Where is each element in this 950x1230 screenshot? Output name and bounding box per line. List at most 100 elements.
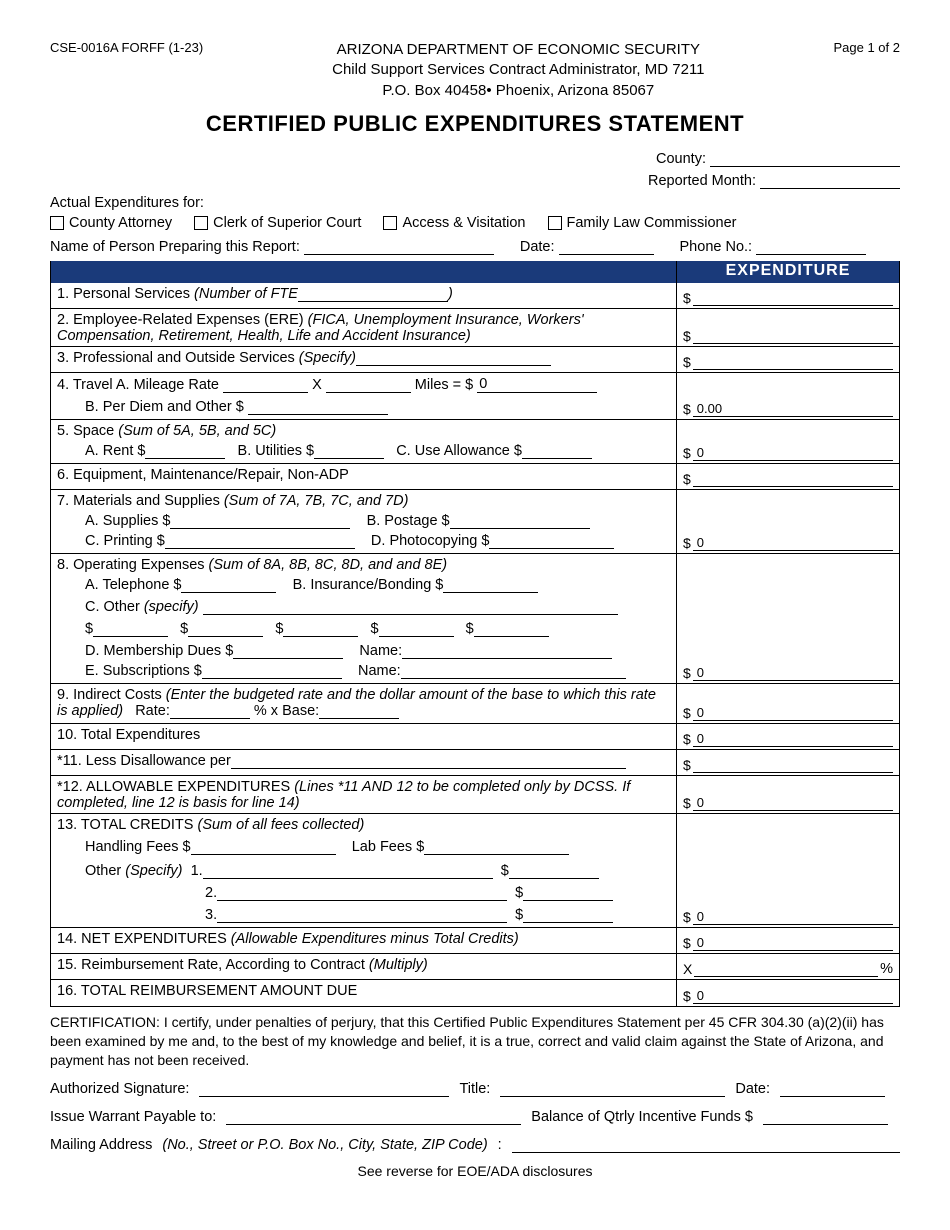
row8c-amt2[interactable] (188, 636, 263, 637)
row15-italic: (Multiply) (369, 957, 428, 973)
row5b-input[interactable] (314, 458, 384, 459)
row11-input[interactable] (231, 768, 626, 769)
row12-label: *12. ALLOWABLE EXPENDITURES (57, 779, 294, 795)
row7c-input[interactable] (165, 548, 355, 549)
row8c-amt4[interactable] (379, 636, 454, 637)
dollar-sign: $ (683, 757, 691, 773)
row8e-input[interactable] (202, 678, 342, 679)
date-input[interactable] (559, 239, 654, 255)
page-title: CERTIFIED PUBLIC EXPENDITURES STATEMENT (50, 111, 900, 137)
row13-handling-input[interactable] (191, 854, 336, 855)
phone-label: Phone No.: (680, 239, 753, 255)
row8b: B. Insurance/Bonding $ (293, 577, 444, 593)
row8e-name: Name: (358, 663, 401, 679)
row13-other3-desc[interactable] (217, 922, 507, 923)
row15-prefix: X (683, 961, 692, 977)
sig-input[interactable] (199, 1081, 449, 1097)
row8c: C. Other (85, 599, 144, 615)
row3-amount[interactable] (693, 355, 893, 370)
row8c-amt3[interactable] (283, 636, 358, 637)
row13-n1: 1. (191, 863, 203, 879)
row6-label: 6. Equipment, Maintenance/Repair, Non-AD… (57, 467, 349, 483)
row8a-input[interactable] (181, 592, 276, 593)
row1-amount[interactable] (693, 291, 893, 306)
row6-amount[interactable] (693, 472, 893, 487)
county-input[interactable] (710, 151, 900, 167)
row8d-input[interactable] (233, 658, 343, 659)
dollar-sign: $ (683, 401, 691, 417)
row8b-input[interactable] (443, 592, 538, 593)
certification-text: CERTIFICATION: I certify, under penaltie… (50, 1013, 900, 1070)
warrant-label: Issue Warrant Payable to: (50, 1109, 216, 1125)
cb-label-family: Family Law Commissioner (567, 215, 737, 231)
title-input[interactable] (500, 1081, 725, 1097)
row5a-input[interactable] (145, 458, 225, 459)
checkbox-county-attorney[interactable] (50, 216, 64, 230)
actual-exp-label: Actual Expenditures for: (50, 195, 900, 211)
row7-amount: 0 (693, 535, 893, 551)
row13-other: Other (85, 863, 125, 879)
row9-base-input[interactable] (319, 718, 399, 719)
dept-line3: P.O. Box 40458• Phoenix, Arizona 85067 (332, 81, 704, 101)
row9-rate-input[interactable] (170, 718, 250, 719)
page-number: Page 1 of 2 (833, 40, 900, 55)
row3-label: 3. Professional and Outside Services (57, 350, 299, 366)
checkbox-clerk[interactable] (194, 216, 208, 230)
reported-month-input[interactable] (760, 173, 900, 189)
row8d-name-input[interactable] (402, 658, 612, 659)
dollar-sign: $ (683, 665, 691, 681)
checkbox-access[interactable] (383, 216, 397, 230)
row9-label: 9. Indirect Costs (57, 687, 166, 703)
row8c-italic: (specify) (144, 599, 199, 615)
cert-date-label: Date: (735, 1081, 770, 1097)
row8c-amt5[interactable] (474, 636, 549, 637)
row4-mileage-rate[interactable] (223, 392, 308, 393)
dollar-sign: $ (683, 535, 691, 551)
checkbox-family[interactable] (548, 216, 562, 230)
row4-perdiem[interactable] (248, 414, 388, 415)
row15-amount[interactable] (694, 962, 878, 977)
row7a-input[interactable] (170, 528, 350, 529)
preparer-input[interactable] (304, 239, 494, 255)
phone-input[interactable] (756, 239, 866, 255)
dollar-sign: $ (683, 731, 691, 747)
mailing-italic: (No., Street or P.O. Box No., City, Stat… (162, 1137, 487, 1153)
row13-other3-amt[interactable] (523, 922, 613, 923)
mailing-input[interactable] (512, 1137, 900, 1153)
row5b: B. Utilities $ (238, 443, 315, 459)
row8c-specify[interactable] (203, 614, 618, 615)
row7d-input[interactable] (489, 548, 614, 549)
row11-amount[interactable] (693, 758, 893, 773)
row8d: D. Membership Dues $ (85, 643, 233, 659)
row8c-amt1[interactable] (93, 636, 168, 637)
table-header-expenditure: EXPENDITURE (677, 261, 899, 283)
dollar-sign: $ (683, 988, 691, 1004)
warrant-input[interactable] (226, 1109, 521, 1125)
row3-specify-input[interactable] (356, 365, 551, 366)
county-label: County: (656, 151, 706, 167)
row13-other2-desc[interactable] (217, 900, 507, 901)
row13-handling: Handling Fees $ (85, 839, 191, 855)
row8e-name-input[interactable] (401, 678, 626, 679)
row13-other2-amt[interactable] (523, 900, 613, 901)
row8d-name: Name: (359, 643, 402, 659)
row4-miles[interactable] (326, 392, 411, 393)
row13-lab-input[interactable] (424, 854, 569, 855)
row2-amount[interactable] (693, 329, 893, 344)
row7b-input[interactable] (450, 528, 590, 529)
row1-fte-input[interactable] (298, 301, 448, 302)
cert-date-input[interactable] (780, 1081, 885, 1097)
row4-miles-label: Miles = $ (415, 377, 473, 393)
row4-amount: 0.00 (693, 401, 893, 417)
row4-miles-total[interactable]: 0 (477, 376, 597, 393)
preparer-label: Name of Person Preparing this Report: (50, 239, 300, 255)
row13-other1-desc[interactable] (203, 878, 493, 879)
row5c-input[interactable] (522, 458, 592, 459)
mailing-label: Mailing Address (50, 1137, 152, 1153)
sig-label: Authorized Signature: (50, 1081, 189, 1097)
balance-input[interactable] (763, 1109, 888, 1125)
row13-lab: Lab Fees $ (352, 839, 425, 855)
row7d: D. Photocopying $ (371, 533, 490, 549)
row13-other1-amt[interactable] (509, 878, 599, 879)
row14-italic: (Allowable Expenditures minus Total Cred… (231, 931, 519, 947)
